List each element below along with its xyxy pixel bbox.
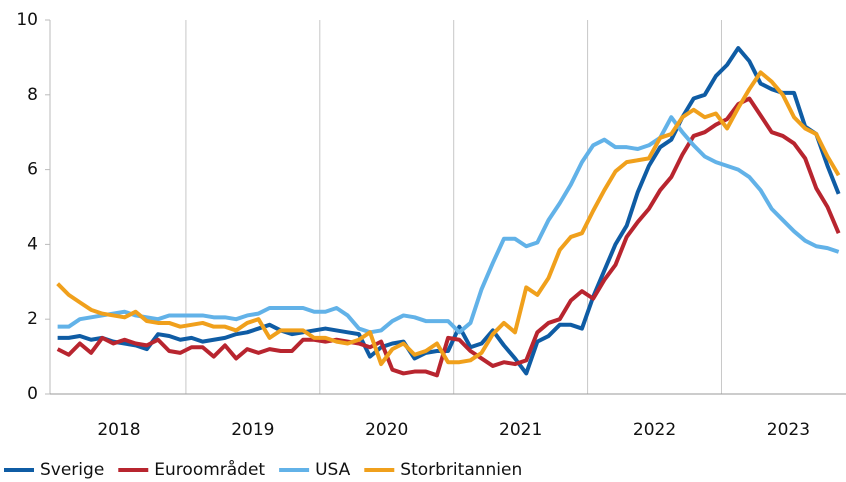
x-tick-label: 2022 (633, 420, 676, 440)
y-tick-label: 0 (27, 384, 38, 404)
legend-label: Storbritannien (400, 460, 522, 480)
legend-label: Sverige (40, 460, 104, 480)
line (56, 96, 841, 378)
y-tick-label: 6 (27, 160, 38, 180)
line (57, 46, 841, 376)
y-tick-label: 10 (16, 10, 38, 30)
x-tick-label: 2018 (97, 420, 140, 440)
line (56, 70, 841, 367)
x-tick-label: 2021 (499, 420, 542, 440)
legend-label: USA (315, 460, 351, 480)
line (57, 115, 840, 335)
x-tick-label: 2019 (231, 420, 274, 440)
y-tick-label: 2 (27, 309, 38, 329)
y-tick-label: 8 (27, 85, 38, 105)
x-tick-label: 2020 (365, 420, 408, 440)
legend-label: Euroområdet (154, 459, 265, 480)
y-tick-label: 4 (27, 234, 38, 254)
x-tick-label: 2023 (767, 420, 810, 440)
